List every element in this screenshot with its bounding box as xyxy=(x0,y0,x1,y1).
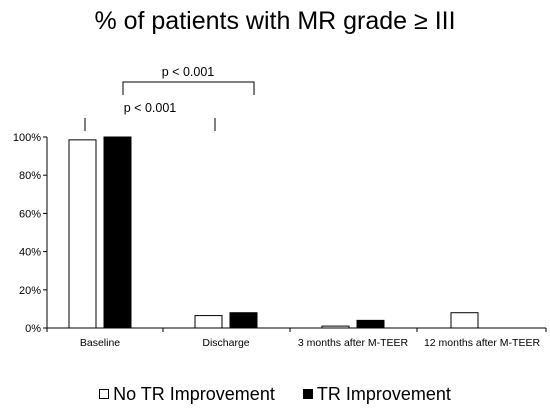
legend-item-no-tr-improvement: No TR Improvement xyxy=(99,384,275,404)
x-tick-label: 3 months after M-TEER xyxy=(298,337,409,349)
x-tick-label: 12 months after M-TEER xyxy=(424,337,541,349)
p-value-label: p < 0.001 xyxy=(162,65,215,79)
legend-label-tr-improvement: TR Improvement xyxy=(316,384,451,404)
legend: No TR Improvement TR Improvement xyxy=(0,384,550,404)
y-tick-label: 80% xyxy=(19,170,41,182)
bar-tr-improvement xyxy=(356,319,385,329)
bar-no-tr-improvement xyxy=(321,325,350,329)
significance-bracket xyxy=(122,81,255,95)
y-tick-label: 40% xyxy=(19,247,41,259)
y-tick-label: 60% xyxy=(19,208,41,220)
bar-no-tr-improvement xyxy=(450,312,479,329)
x-tick-label: Baseline xyxy=(80,337,120,349)
bar-no-tr-improvement xyxy=(194,315,223,329)
y-tick-label: 100% xyxy=(13,132,41,144)
bar-tr-improvement xyxy=(229,312,258,329)
legend-swatch-no-tr-improvement xyxy=(99,389,110,399)
y-tick-label: 0% xyxy=(25,323,41,335)
y-tick-label: 20% xyxy=(19,285,41,297)
p-value-label: p < 0.001 xyxy=(124,101,177,115)
bar-tr-improvement xyxy=(103,136,132,329)
bar-no-tr-improvement xyxy=(68,139,97,329)
legend-item-tr-improvement: TR Improvement xyxy=(302,384,451,404)
legend-swatch-tr-improvement xyxy=(302,389,313,399)
x-tick-label: Discharge xyxy=(202,337,249,349)
legend-label-no-tr-improvement: No TR Improvement xyxy=(113,384,275,404)
chart-title: % of patients with MR grade ≥ III xyxy=(94,7,456,35)
